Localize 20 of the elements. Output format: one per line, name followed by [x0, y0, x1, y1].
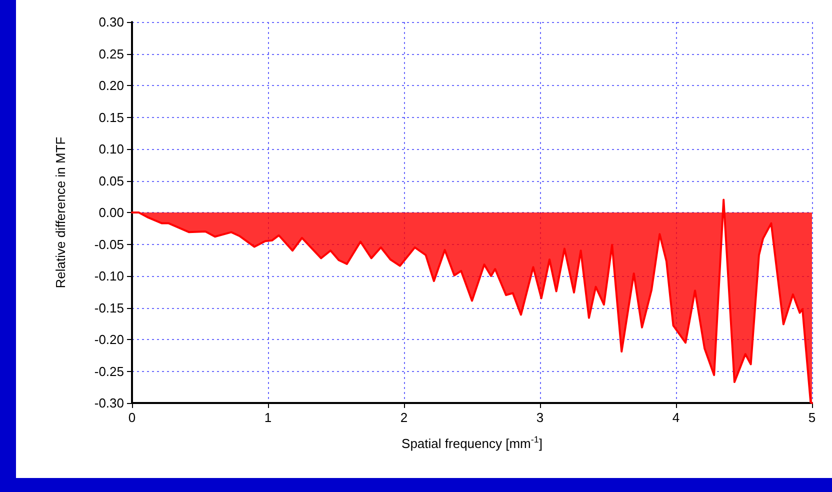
y-tick-label: 0.10	[98, 142, 124, 156]
y-tick-label: -0.20	[94, 332, 124, 347]
x-tick-label: 5	[808, 410, 816, 425]
x-tick-label: 2	[400, 410, 408, 425]
x-tick-label: 3	[536, 410, 544, 425]
y-tick-label: 0.30	[98, 14, 124, 30]
y-tick-label: -0.30	[94, 396, 124, 410]
y-tick-label: 0.15	[98, 110, 124, 125]
y-tick-label: -0.25	[94, 364, 124, 379]
y-tick-label: -0.10	[94, 268, 124, 284]
y-tick-label: 0.00	[98, 205, 124, 220]
y-tick-label: -0.05	[94, 236, 124, 252]
y-tick-label: -0.15	[94, 300, 124, 316]
x-tick-label: 4	[672, 410, 680, 425]
x-tick-label: 1	[264, 410, 272, 425]
y-axis-title: Relative difference in MTF	[53, 136, 68, 288]
y-tick-label: 0.25	[98, 46, 124, 62]
y-tick-label: 0.05	[98, 173, 124, 188]
x-tick-label: 0	[128, 410, 136, 425]
y-tick-label: 0.20	[98, 78, 124, 93]
